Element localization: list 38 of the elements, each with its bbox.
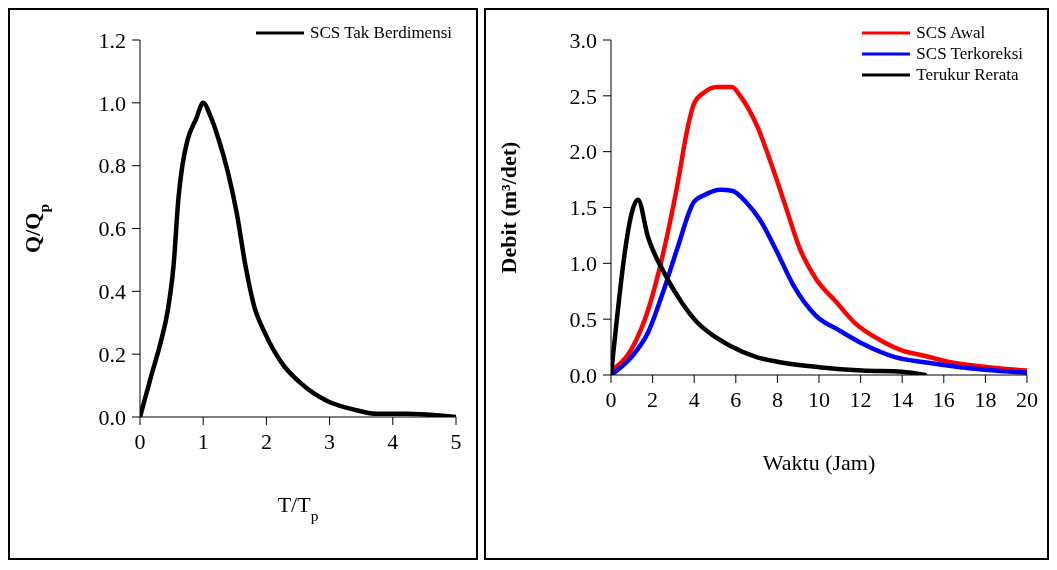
legend-label: SCS Terkoreksi xyxy=(916,43,1023,64)
y-tick-label: 2.5 xyxy=(569,83,597,109)
legend-label: Terukur Rerata xyxy=(916,64,1019,85)
y-tick-label: 3.0 xyxy=(569,27,597,53)
y-tick-label: 1.0 xyxy=(569,251,597,277)
y-tick-label: 1.5 xyxy=(569,195,597,221)
x-tick-label: 8 xyxy=(771,386,783,412)
legend-label: SCS Tak Berdimensi xyxy=(309,22,452,43)
x-axis-title: T/T$_{p}$ xyxy=(277,492,319,524)
x-tick-label: 0 xyxy=(605,386,617,412)
x-tick-label: 2 xyxy=(647,386,659,412)
y-tick-label: 0.0 xyxy=(569,362,597,388)
x-tick-label: 2 xyxy=(260,428,272,454)
x-tick-label: 4 xyxy=(688,386,700,412)
y-tick-label: 0.5 xyxy=(569,306,597,332)
y-axis-title: Debit (m³/det) xyxy=(496,141,521,274)
y-tick-label: 0.4 xyxy=(98,279,126,305)
x-tick-label: 6 xyxy=(730,386,742,412)
x-tick-label: 4 xyxy=(387,428,399,454)
y-tick-label: 0.0 xyxy=(98,404,126,430)
x-tick-label: 18 xyxy=(974,386,997,412)
x-tick-label: 12 xyxy=(849,386,872,412)
x-tick-label: 10 xyxy=(808,386,830,412)
x-axis-title: Waktu (Jam) xyxy=(762,450,876,475)
x-tick-label: 16 xyxy=(932,386,955,412)
x-tick-label: 3 xyxy=(324,428,336,454)
x-tick-label: 5 xyxy=(450,428,462,454)
y-tick-label: 1.0 xyxy=(98,90,126,116)
y-tick-label: 0.6 xyxy=(98,216,126,242)
y-tick-label: 0.8 xyxy=(98,153,126,179)
y-tick-label: 0.2 xyxy=(98,341,126,367)
x-tick-label: 14 xyxy=(891,386,914,412)
y-tick-label: 1.2 xyxy=(98,27,126,53)
x-tick-label: 20 xyxy=(1016,386,1038,412)
x-tick-label: 1 xyxy=(197,428,209,454)
y-tick-label: 2.0 xyxy=(569,139,597,165)
x-tick-label: 0 xyxy=(134,428,146,454)
legend-label: SCS Awal xyxy=(916,22,986,43)
